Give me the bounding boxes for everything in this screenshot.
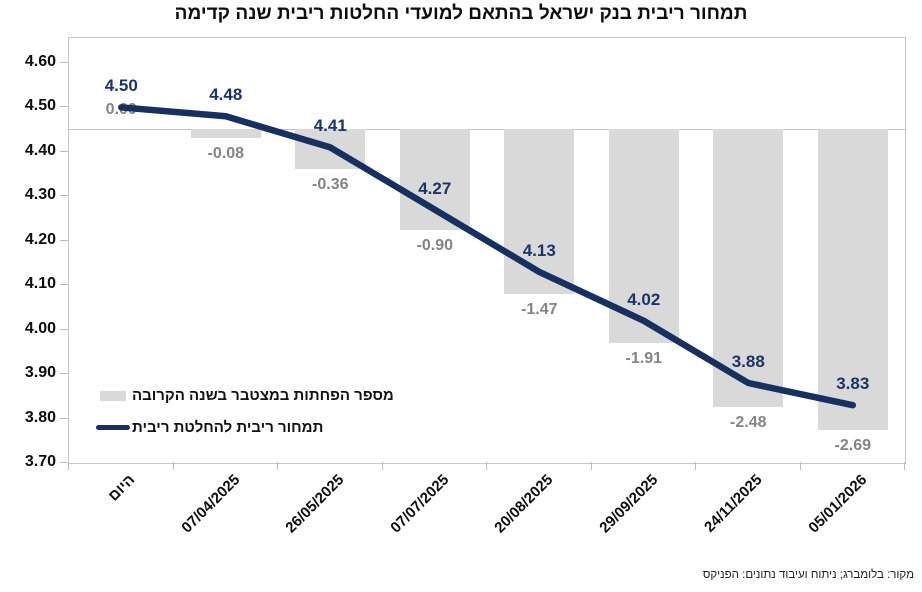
y-axis-tick (60, 284, 68, 286)
x-axis-tick (68, 462, 69, 470)
rate-value-label: 4.02 (627, 289, 661, 309)
y-axis-tick-label: 4.10 (24, 275, 56, 293)
rate-value-label: 4.27 (418, 178, 452, 198)
y-axis-tick-label: 3.70 (24, 453, 56, 470)
rate-value-label: 4.13 (522, 240, 556, 260)
x-axis-tick (904, 462, 905, 470)
y-axis-tick (60, 239, 68, 241)
y-axis-tick-label: 3.90 (24, 364, 56, 382)
y-axis-tick-label: 4.30 (24, 186, 56, 204)
x-axis-tick (695, 462, 696, 470)
y-axis-tick (60, 417, 68, 419)
cut-bar (504, 129, 575, 294)
rate-value-label: 4.41 (313, 116, 347, 136)
bar-value-label: -2.69 (834, 437, 871, 455)
x-axis-category-label: 05/01/2026 (804, 471, 871, 537)
rate-line-series (118, 104, 857, 409)
rate-value-label: 3.88 (731, 352, 765, 371)
x-axis-tick (486, 462, 487, 470)
legend-item-cuts-bars: מספר הפחתות במצטבר בשנה הקרובה (96, 385, 394, 406)
bar-swatch-icon (100, 390, 126, 401)
cut-bar (190, 129, 261, 138)
legend-item-rate-line: תמחור ריבית להחלטת ריבית (96, 417, 394, 438)
bar-value-label: -0.36 (312, 176, 349, 194)
x-axis-category-label: היום (105, 471, 139, 505)
x-axis-tick (381, 462, 383, 470)
y-axis-tick (60, 106, 68, 108)
y-axis-tick (60, 373, 68, 375)
legend: מספר הפחתות במצטבר בשנה הקרובה תמחור ריב… (96, 385, 394, 449)
y-axis-tick-label: 4.50 (24, 97, 56, 115)
x-axis-category-label: 24/11/2025 (701, 471, 766, 536)
rate-value-label: 4.48 (209, 85, 243, 105)
cut-bar (817, 129, 888, 431)
chart-title: תמחור ריבית בנק ישראל בהתאם למועדי החלטו… (174, 3, 748, 24)
y-axis-tick (60, 195, 68, 197)
x-axis-category-label: 26/05/2025 (282, 471, 348, 537)
x-axis-category-label: 29/09/2025 (595, 471, 662, 537)
bar-value-label: -1.91 (625, 349, 662, 367)
bar-value-label: -0.08 (207, 144, 244, 162)
rate-value-label: 4.50 (104, 76, 138, 96)
y-axis-tick-label: 4.20 (24, 230, 56, 248)
plot-area: 0.00 -0.08 -0.36 -0.90 -1.47 -1.91 -2.48 -2.69 4… (68, 37, 906, 464)
legend-label-cuts-bars: מספר הפחתות במצטבר בשנה הקרובה (132, 387, 394, 404)
rate-value-label: 3.83 (836, 374, 870, 394)
x-axis-tick (172, 462, 174, 470)
zero-baseline (69, 129, 905, 131)
x-axis-tick (799, 462, 801, 470)
y-axis-tick-label: 4.40 (24, 141, 56, 159)
y-axis-tick (60, 462, 68, 463)
bar-value-label: -0.90 (416, 236, 453, 254)
y-axis-tick-label: 4.00 (24, 319, 56, 337)
x-axis-tick (277, 462, 278, 470)
y-axis-tick-label: 3.80 (24, 408, 56, 426)
y-axis-tick (60, 62, 68, 63)
y-axis-tick (60, 328, 68, 330)
y-axis-tick (60, 150, 68, 152)
bar-value-label: -2.48 (730, 413, 767, 431)
x-axis-category-label: 07/07/2025 (386, 471, 453, 537)
x-axis-category-label: 20/08/2025 (491, 471, 557, 537)
y-axis-tick-label: 4.60 (24, 53, 56, 70)
source-note: מקור: בלומברג; ניתוח ועיבוד נתונים: הפני… (702, 569, 914, 581)
x-axis-tick (590, 462, 592, 470)
legend-label-rate-line: תמחור ריבית להחלטת ריבית (132, 419, 324, 436)
line-swatch-icon (96, 425, 130, 430)
x-axis-category-label: 07/04/2025 (177, 471, 244, 537)
cut-bar (713, 129, 784, 407)
bar-value-label: -1.47 (521, 300, 558, 318)
